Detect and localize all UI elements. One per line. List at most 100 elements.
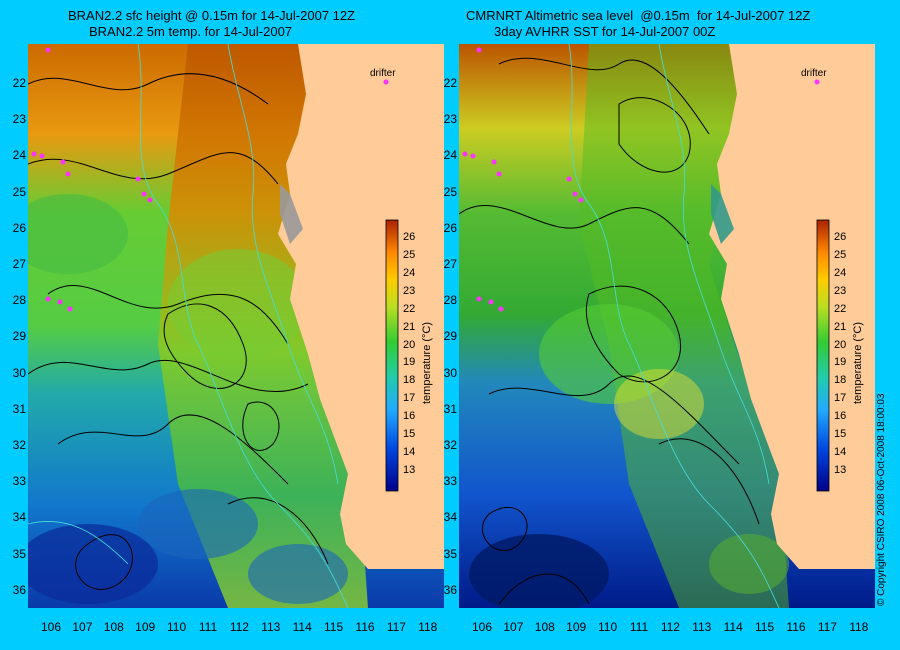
longitude-tick-label: 112 — [660, 620, 680, 634]
latitude-tick-label: 35 — [12, 546, 26, 561]
longitude-tick-label: 111 — [198, 620, 218, 634]
colorbar-tick-label: 22 — [403, 302, 416, 315]
longitude-tick-label: 113 — [261, 620, 281, 634]
bathymetry-contours — [28, 44, 349, 608]
colorbar-tick-label: 15 — [834, 428, 847, 441]
latitude-tick-label: 31 — [443, 401, 457, 416]
longitude-tick-label: 114 — [292, 620, 312, 634]
bathymetry-contours — [568, 44, 780, 608]
longitude-tick-label: 116 — [355, 620, 375, 634]
longitude-tick-label: 115 — [755, 620, 775, 634]
drifter-tracks — [462, 47, 820, 312]
longitude-tick-label: 106 — [40, 620, 62, 634]
colorbar-tick-label: 20 — [403, 338, 416, 351]
colorbar-tick-label: 24 — [403, 266, 416, 279]
right-colorbar-title: temperature (°C) — [852, 321, 864, 404]
colorbar-tick-label: 22 — [834, 302, 847, 315]
land — [709, 44, 875, 569]
colorbar-tick-label: 25 — [834, 248, 847, 261]
latitude-tick-label: 27 — [12, 257, 26, 271]
colorbar-tick-label: 20 — [834, 338, 847, 351]
longitude-tick-label: 109 — [135, 620, 156, 634]
colorbar-tick-label: 17 — [403, 392, 416, 405]
longitude-tick-label: 116 — [786, 620, 806, 634]
colorbar-tick-label: 18 — [403, 374, 416, 387]
latitude-tick-label: 34 — [443, 510, 457, 525]
left-title-line1: BRAN2.2 sfc height @ 0.15m for 14-Jul-20… — [68, 8, 356, 23]
colorbar-tick-label: 23 — [834, 284, 847, 297]
longitude-tick-label: 108 — [103, 620, 124, 634]
longitude-tick-label: 107 — [72, 620, 93, 634]
colorbar-tick-label: 23 — [403, 284, 416, 297]
latitude-tick-label: 28 — [12, 293, 26, 308]
colorbar-tick-label: 21 — [403, 320, 416, 333]
latitude-tick-label: 24 — [12, 148, 26, 163]
right-drifter-label: drifter — [801, 68, 827, 79]
latitude-tick-label: 29 — [12, 329, 26, 344]
colorbar-tick-label: 25 — [403, 248, 416, 261]
left-map-svg — [28, 44, 444, 608]
longitude-tick-label: 114 — [723, 620, 743, 634]
right-title-line2: 3day AVHRR SST for 14-Jul-2007 00Z — [494, 24, 716, 39]
colorbar-tick-label: 18 — [834, 374, 847, 387]
longitude-tick-label: 112 — [229, 620, 249, 634]
latitude-tick-label: 33 — [12, 474, 26, 489]
latitude-tick-label: 24 — [443, 148, 457, 163]
longitude-tick-label: 117 — [386, 620, 406, 634]
right-map-svg — [459, 44, 875, 608]
latitude-tick-label: 23 — [12, 112, 26, 127]
latitude-tick-label: 32 — [12, 438, 26, 452]
latitude-tick-label: 26 — [443, 220, 457, 235]
drifter-tracks — [31, 47, 389, 312]
left-drifter-label: drifter — [370, 68, 396, 79]
latitude-tick-label: 22 — [443, 76, 457, 90]
longitude-tick-label: 108 — [534, 620, 555, 634]
colorbar-tick-label: 13 — [403, 464, 416, 476]
colorbar-tick-label: 15 — [403, 428, 416, 441]
latitude-tick-label: 30 — [12, 365, 26, 380]
longitude-tick-label: 113 — [692, 620, 712, 634]
latitude-tick-label: 22 — [12, 76, 26, 90]
colorbar — [816, 219, 830, 492]
latitude-tick-label: 30 — [443, 365, 457, 380]
latitude-tick-label: 29 — [443, 329, 457, 344]
colorbar-tick-label: 26 — [834, 231, 847, 243]
right-map-panel — [459, 44, 875, 608]
longitude-tick-label: 118 — [849, 620, 869, 634]
latitude-tick-label: 27 — [443, 257, 457, 271]
latitude-tick-label: 25 — [443, 184, 457, 199]
longitude-tick-label: 110 — [167, 620, 187, 634]
longitude-tick-label: 111 — [629, 620, 649, 634]
colorbar-tick-label: 19 — [403, 356, 416, 369]
latitude-tick-label: 26 — [12, 220, 26, 235]
colorbar-tick-label: 16 — [403, 410, 416, 423]
longitude-tick-label: 118 — [418, 620, 438, 634]
latitude-tick-label: 33 — [443, 474, 457, 489]
latitude-tick-label: 32 — [443, 438, 457, 452]
longitude-tick-label: 117 — [817, 620, 837, 634]
latitude-tick-label: 25 — [12, 184, 26, 199]
latitude-tick-label: 31 — [12, 401, 26, 416]
latitude-tick-label: 35 — [443, 546, 457, 561]
latitude-tick-label: 23 — [443, 112, 457, 127]
latitude-tick-label: 34 — [12, 510, 26, 525]
longitude-tick-label: 110 — [598, 620, 618, 634]
colorbar-tick-label: 14 — [403, 446, 416, 459]
longitude-tick-label: 115 — [324, 620, 344, 634]
latitude-tick-label: 36 — [443, 582, 457, 597]
colorbar-tick-label: 16 — [834, 410, 847, 423]
copyright-text: © Copyright CSIRO 2008 06-Oct-2008 18:00… — [876, 393, 887, 607]
right-title-line1: CMRNRT Altimetric sea level @0.15m for 1… — [466, 8, 811, 23]
longitude-tick-label: 106 — [471, 620, 493, 634]
colorbar-tick-label: 17 — [834, 392, 847, 405]
colorbar-tick-label: 21 — [834, 320, 847, 333]
ssh-contours — [459, 57, 760, 605]
colorbar — [385, 219, 399, 492]
latitude-tick-label: 28 — [443, 293, 457, 308]
longitude-tick-label: 109 — [566, 620, 587, 634]
land — [278, 44, 444, 569]
colorbar-tick-label: 14 — [834, 446, 847, 459]
ssh-contours — [28, 73, 329, 590]
colorbar-tick-label: 19 — [834, 356, 847, 369]
latitude-tick-label: 36 — [12, 582, 26, 597]
